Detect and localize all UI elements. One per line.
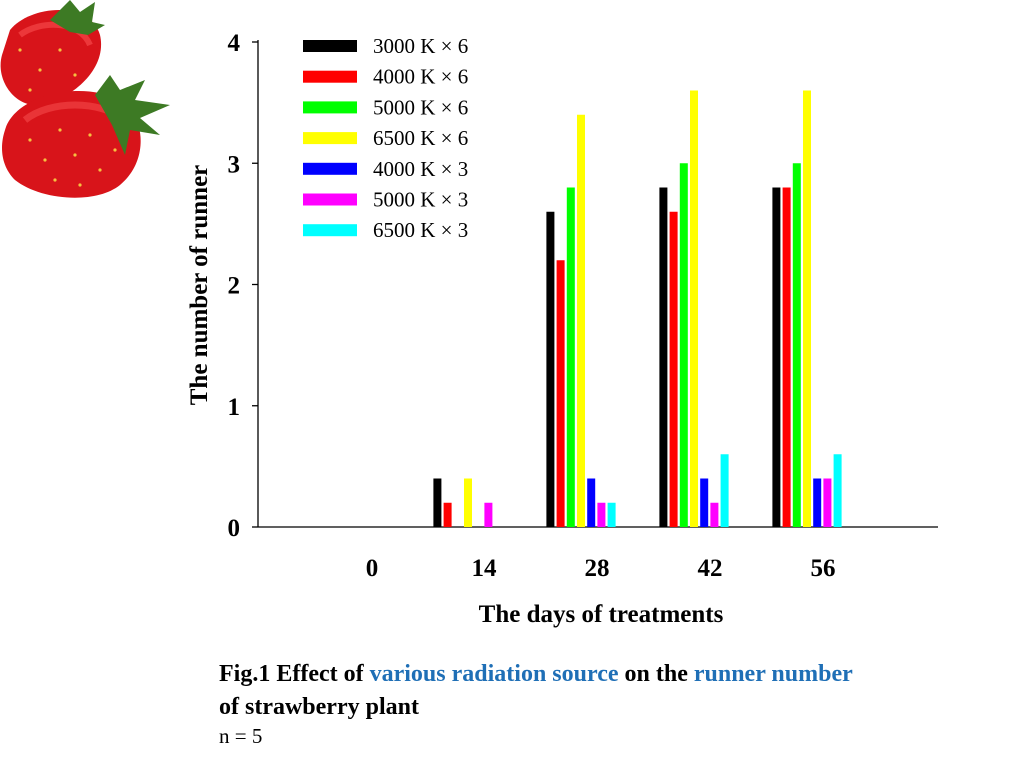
bar xyxy=(464,478,472,527)
x-tick-label: 28 xyxy=(585,555,610,582)
bar xyxy=(443,502,452,527)
bar xyxy=(679,163,688,527)
y-tick-label: 2 xyxy=(228,273,241,300)
chart: The number of runner The days of treatme… xyxy=(186,30,938,628)
y-tick-label: 3 xyxy=(228,151,241,178)
legend-label: 3000 K × 6 xyxy=(373,34,468,58)
caption-text: Fig.1 Effect of xyxy=(219,661,370,687)
y-tick-label: 0 xyxy=(228,515,241,542)
bar xyxy=(782,187,791,527)
bar xyxy=(597,502,606,527)
bar xyxy=(659,187,668,527)
caption-line-1: Fig.1 Effect of various radiation source… xyxy=(219,658,1009,691)
bar xyxy=(607,502,616,527)
x-tick-label: 56 xyxy=(811,555,836,582)
x-tick-label: 42 xyxy=(698,555,723,582)
bar xyxy=(587,478,596,527)
bar xyxy=(669,211,678,527)
strawberry-icon xyxy=(0,0,170,198)
bar xyxy=(813,478,822,527)
legend-label: 5000 K × 3 xyxy=(373,188,468,212)
legend-swatch xyxy=(303,132,357,145)
bar xyxy=(792,163,801,527)
caption-highlight: various radiation source xyxy=(369,661,619,687)
bar xyxy=(566,187,575,527)
legend-swatch xyxy=(303,224,357,237)
legend-swatch xyxy=(303,193,357,206)
bar xyxy=(823,478,832,527)
x-tick-label: 14 xyxy=(472,555,498,582)
legend-label: 6500 K × 6 xyxy=(373,126,468,150)
legend-label: 4000 K × 6 xyxy=(373,65,468,89)
bar xyxy=(484,502,493,527)
legend-label: 5000 K × 6 xyxy=(373,95,468,119)
sample-size: n = 5 xyxy=(219,724,263,748)
bar xyxy=(720,454,729,527)
caption-line-2: of strawberry plant xyxy=(219,694,419,720)
bar xyxy=(772,187,781,527)
figure-caption: Fig.1 Effect of various radiation source… xyxy=(219,658,1009,748)
bar xyxy=(803,90,811,527)
bar xyxy=(700,478,709,527)
legend-label: 6500 K × 3 xyxy=(373,218,468,242)
legend-swatch xyxy=(303,70,357,83)
bar xyxy=(690,90,698,527)
x-tick-label: 0 xyxy=(366,555,379,582)
y-axis-label: The number of runner xyxy=(186,165,213,406)
x-axis-label: The days of treatments xyxy=(479,601,724,628)
bar xyxy=(577,114,585,527)
bar xyxy=(833,454,842,527)
caption-text: on the xyxy=(618,661,694,687)
legend-label: 4000 K × 3 xyxy=(373,157,468,181)
legend-swatch xyxy=(303,101,357,114)
y-tick-label: 4 xyxy=(228,30,241,57)
bar xyxy=(556,260,565,527)
bar xyxy=(433,478,442,527)
legend-swatch xyxy=(303,40,357,52)
bar xyxy=(710,502,719,527)
legend-swatch xyxy=(303,162,357,175)
bar xyxy=(546,211,555,527)
y-tick-label: 1 xyxy=(228,394,241,421)
caption-highlight: runner number xyxy=(693,661,853,687)
